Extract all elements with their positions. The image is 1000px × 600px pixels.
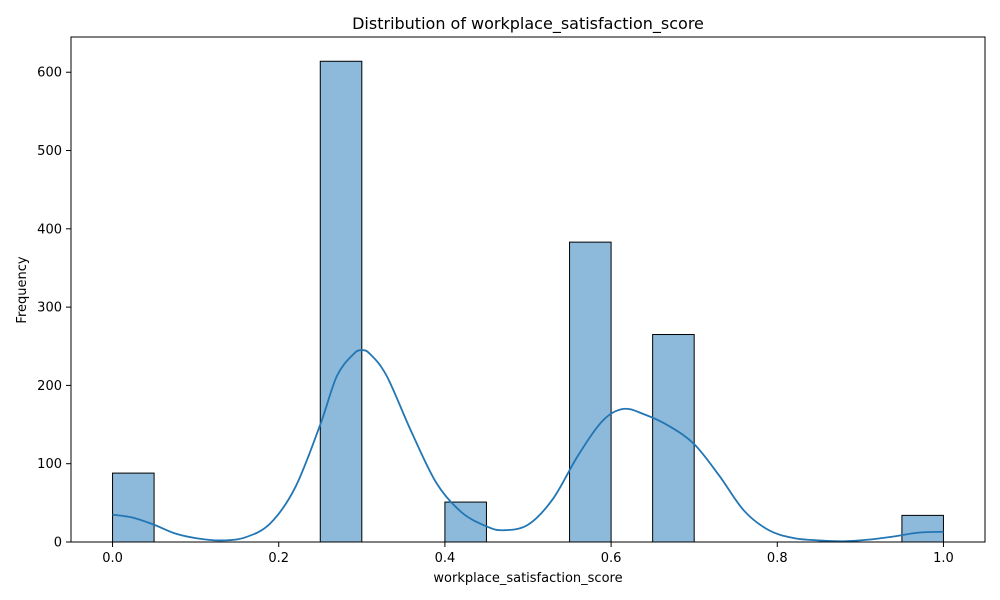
x-tick-label: 0.6 <box>601 551 622 566</box>
plot-frame <box>70 36 986 543</box>
kde-curve <box>112 349 944 543</box>
x-tick-label: 0.8 <box>767 551 788 566</box>
histogram-bar <box>569 241 612 543</box>
histogram-bar <box>444 501 487 543</box>
histogram-bar <box>319 60 363 543</box>
y-tick-label: 500 <box>37 144 62 159</box>
histogram-bar <box>112 472 155 543</box>
x-tick-label: 1.0 <box>933 551 954 566</box>
y-tick-label: 200 <box>37 379 62 394</box>
x-tick-label: 0.0 <box>102 551 123 566</box>
chart-title: Distribution of workplace_satisfaction_s… <box>352 14 704 34</box>
histogram-bar <box>901 514 944 543</box>
x-axis-title: workplace_satisfaction_score <box>433 571 622 586</box>
y-axis: 0 100 200 300 400 500 600 <box>37 66 71 551</box>
y-tick-label: 300 <box>37 301 62 316</box>
x-axis: 0.0 0.2 0.4 0.6 0.8 1.0 <box>102 542 954 566</box>
y-axis-title: Frequency <box>15 256 30 323</box>
y-tick-label: 400 <box>37 222 62 237</box>
y-tick-label: 600 <box>37 66 62 81</box>
bars-group <box>112 60 944 543</box>
y-tick-label: 0 <box>54 536 62 551</box>
y-tick-label: 100 <box>37 457 62 472</box>
x-tick-label: 0.4 <box>435 551 456 566</box>
x-tick-label: 0.2 <box>268 551 289 566</box>
